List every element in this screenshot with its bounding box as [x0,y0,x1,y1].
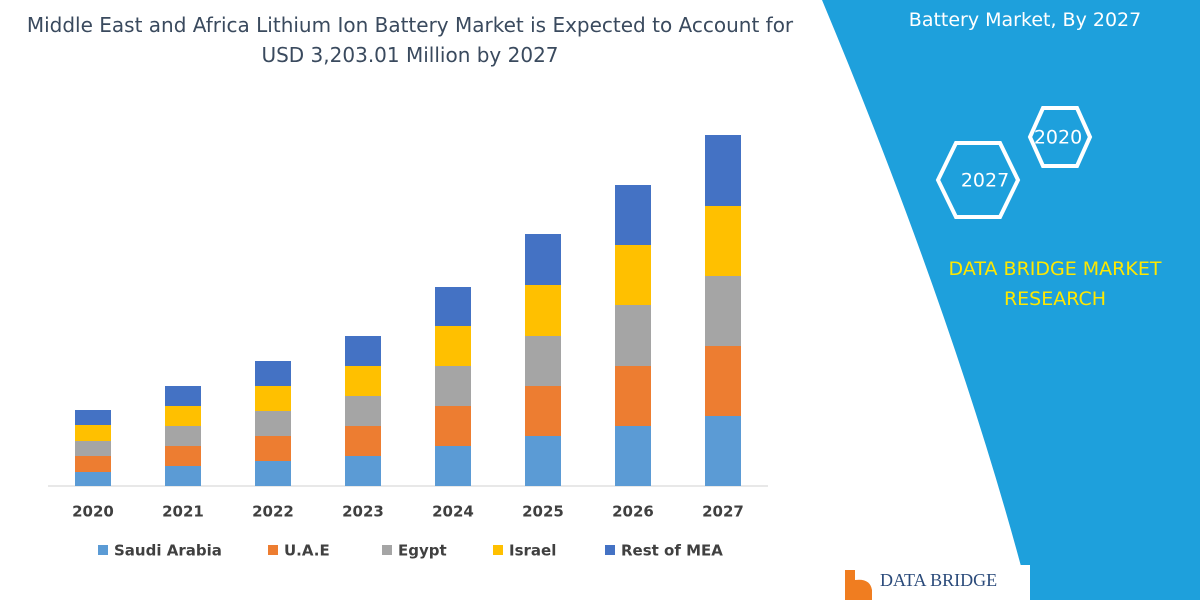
bar-segment [75,425,111,441]
bar-segment [525,336,561,386]
bar-segment [165,406,201,426]
bar-segment [75,472,111,486]
legend-swatch [98,545,108,555]
hex-label: 2027 [961,170,1009,192]
bar-segment [615,366,651,426]
bar-segment [255,386,291,411]
side-heading: Middle East and Africa Lithium Ion Batte… [863,0,1187,31]
bar-segment [345,426,381,456]
x-tick-label: 2024 [432,503,474,521]
bar-segment [75,441,111,456]
bar-segment [615,185,651,245]
x-tick-label: 2023 [342,503,384,521]
bar-segment [615,426,651,486]
x-tick-label: 2025 [522,503,564,521]
legend-swatch [382,545,392,555]
bar-segment [435,366,471,406]
bar-segment [615,305,651,366]
legend-swatch [605,545,615,555]
bar-segment [255,361,291,386]
side-panel-bg [822,0,1200,600]
bar-segment [705,206,741,276]
bar-segment [345,396,381,426]
bar-segment [345,336,381,366]
bar-segment [255,436,291,461]
bar-segment [165,386,201,406]
bar-segment [435,326,471,366]
bar-segment [165,446,201,466]
bar-segment [525,436,561,486]
x-tick-label: 2026 [612,503,654,521]
legend-label: Israel [509,542,556,560]
legend-label: Saudi Arabia [114,542,222,560]
bar-segment [705,416,741,486]
brand: DATA BRIDGE MARKET RESEARCH [948,258,1162,310]
bar-segment [615,245,651,305]
bar-segment [255,461,291,486]
bar-segment [525,386,561,436]
logo-text: DATA BRIDGE [880,570,997,590]
bar-segment [75,410,111,425]
bar-segment [705,346,741,416]
bar-segment [705,276,741,346]
legend-label: U.A.E [284,542,330,560]
bar-segment [525,234,561,285]
hex-label: 2020 [1034,127,1082,149]
legend-label: Rest of MEA [621,542,723,560]
bar-segment [255,411,291,436]
bar-segment [705,135,741,206]
bar-segment [435,446,471,486]
bar-segment [435,406,471,446]
bar-segment [435,287,471,326]
legend-swatch [493,545,503,555]
hexagon [1027,106,1093,168]
legend-label: Egypt [398,542,447,560]
x-tick-label: 2027 [702,503,744,521]
bar-segment [345,456,381,486]
logo-mark [845,570,872,600]
hexagon [935,141,1021,219]
x-tick-label: 2020 [72,503,114,521]
bar-segment [345,366,381,396]
bar-segment [165,426,201,446]
bar-segment [165,466,201,486]
x-tick-label: 2022 [252,503,294,521]
chart-title: Middle East and Africa Lithium Ion Batte… [26,13,794,67]
bar-segment [525,285,561,336]
x-tick-label: 2021 [162,503,204,521]
bar-segment [75,456,111,472]
legend-swatch [268,545,278,555]
